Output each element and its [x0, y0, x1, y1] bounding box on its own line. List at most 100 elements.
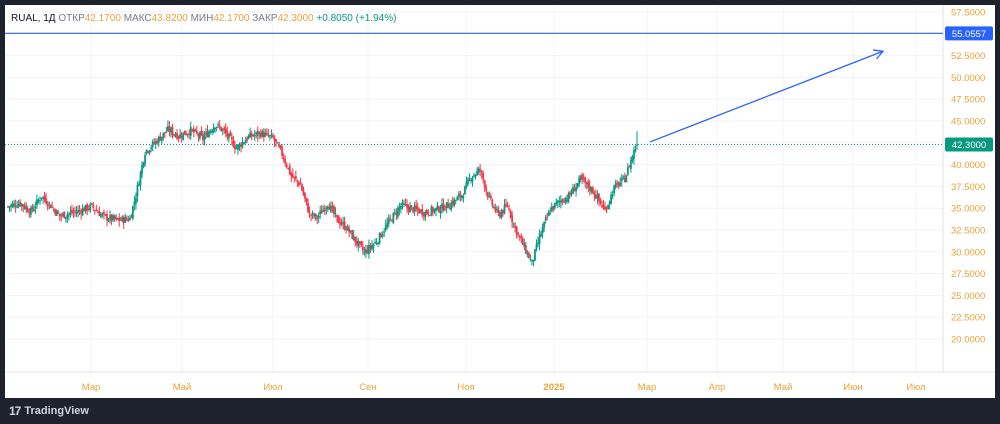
candle — [482, 170, 485, 184]
candle — [180, 131, 183, 143]
candle-body — [87, 208, 90, 210]
candle-body — [135, 197, 137, 204]
candle — [558, 196, 561, 208]
chart-svg[interactable]: 57.500055.000052.500050.000047.500045.00… — [5, 5, 995, 398]
candle-body — [10, 204, 12, 207]
trend-arrow-head — [872, 49, 885, 60]
candle — [564, 196, 567, 205]
candle-body — [378, 232, 381, 244]
candle — [546, 212, 549, 221]
candle — [579, 174, 582, 183]
candle — [505, 198, 507, 208]
candle — [547, 209, 550, 217]
candle-body — [444, 209, 447, 211]
candle — [311, 210, 314, 219]
candle-body — [261, 131, 264, 137]
symbol-label[interactable]: RUAL, 1Д — [11, 13, 56, 24]
candle — [101, 212, 104, 218]
candle-body — [329, 205, 332, 212]
price-axis: 57.500055.000052.500050.000047.500045.00… — [951, 8, 985, 346]
candle-body — [622, 176, 625, 178]
candle — [58, 213, 61, 221]
candle — [14, 199, 17, 213]
candle-body — [380, 234, 383, 238]
candle — [43, 191, 46, 203]
candle — [582, 173, 585, 183]
candle — [206, 125, 209, 138]
candle-body — [109, 215, 111, 220]
candle-body — [139, 172, 142, 185]
candle — [636, 131, 638, 150]
candle — [403, 199, 405, 207]
candle — [594, 189, 597, 199]
candle-body — [252, 134, 255, 136]
candle — [497, 205, 500, 217]
candle-body — [150, 147, 153, 150]
candle — [424, 210, 427, 221]
candle — [319, 205, 322, 219]
last-price-badge — [945, 137, 993, 152]
candle-body — [92, 204, 95, 208]
candle-body — [319, 210, 322, 215]
candle — [185, 130, 188, 136]
candle — [499, 210, 501, 219]
candle — [416, 202, 419, 216]
candle-body — [410, 205, 413, 207]
candle-body — [49, 204, 52, 209]
candle-body — [529, 258, 532, 260]
candle-body — [121, 216, 124, 222]
candle-body — [28, 212, 31, 214]
high-label: МАКС — [123, 13, 152, 24]
candle-body — [363, 251, 366, 253]
candle — [361, 241, 364, 255]
candle-body — [240, 144, 242, 147]
candle — [349, 230, 352, 234]
candle-body — [270, 134, 273, 136]
candle — [113, 214, 116, 222]
candle-body — [491, 199, 494, 206]
open-value: 42.1700 — [84, 13, 121, 24]
candle — [119, 216, 122, 221]
candle — [153, 137, 156, 146]
candle-body — [427, 211, 430, 215]
candle-body — [159, 136, 162, 141]
candle-body — [460, 195, 463, 199]
candle — [573, 184, 576, 192]
candle-body — [148, 150, 151, 153]
candle — [52, 207, 55, 213]
candle — [604, 201, 606, 211]
candle-body — [198, 132, 201, 139]
candle — [489, 192, 492, 201]
candle-body — [497, 209, 500, 214]
candle-body — [395, 213, 398, 215]
candle — [348, 225, 351, 238]
candle — [406, 199, 408, 214]
candle — [13, 199, 15, 209]
candle — [92, 201, 95, 211]
time-tick-label: Июл — [906, 382, 925, 393]
candle — [549, 207, 552, 216]
candle — [221, 128, 224, 136]
candle-body — [590, 187, 593, 192]
candle-body — [585, 182, 588, 184]
chart-area[interactable]: 57.500055.000052.500050.000047.500045.00… — [5, 5, 995, 398]
candle — [509, 209, 512, 219]
candle — [227, 133, 230, 143]
candle — [596, 190, 599, 205]
candle-body — [138, 184, 140, 186]
candle — [625, 174, 628, 183]
candle — [400, 202, 402, 214]
candle — [534, 248, 536, 262]
candle — [325, 206, 328, 215]
candle-body — [285, 164, 288, 168]
candle-body — [470, 180, 472, 182]
candle — [345, 225, 348, 234]
candle — [486, 191, 489, 200]
tradingview-branding[interactable]: 17 TradingView — [9, 404, 89, 418]
candle — [464, 185, 466, 195]
candle-body — [445, 202, 448, 209]
candle — [588, 179, 591, 196]
candle-body — [613, 185, 616, 194]
candle-body — [546, 216, 549, 218]
candle — [616, 180, 619, 188]
